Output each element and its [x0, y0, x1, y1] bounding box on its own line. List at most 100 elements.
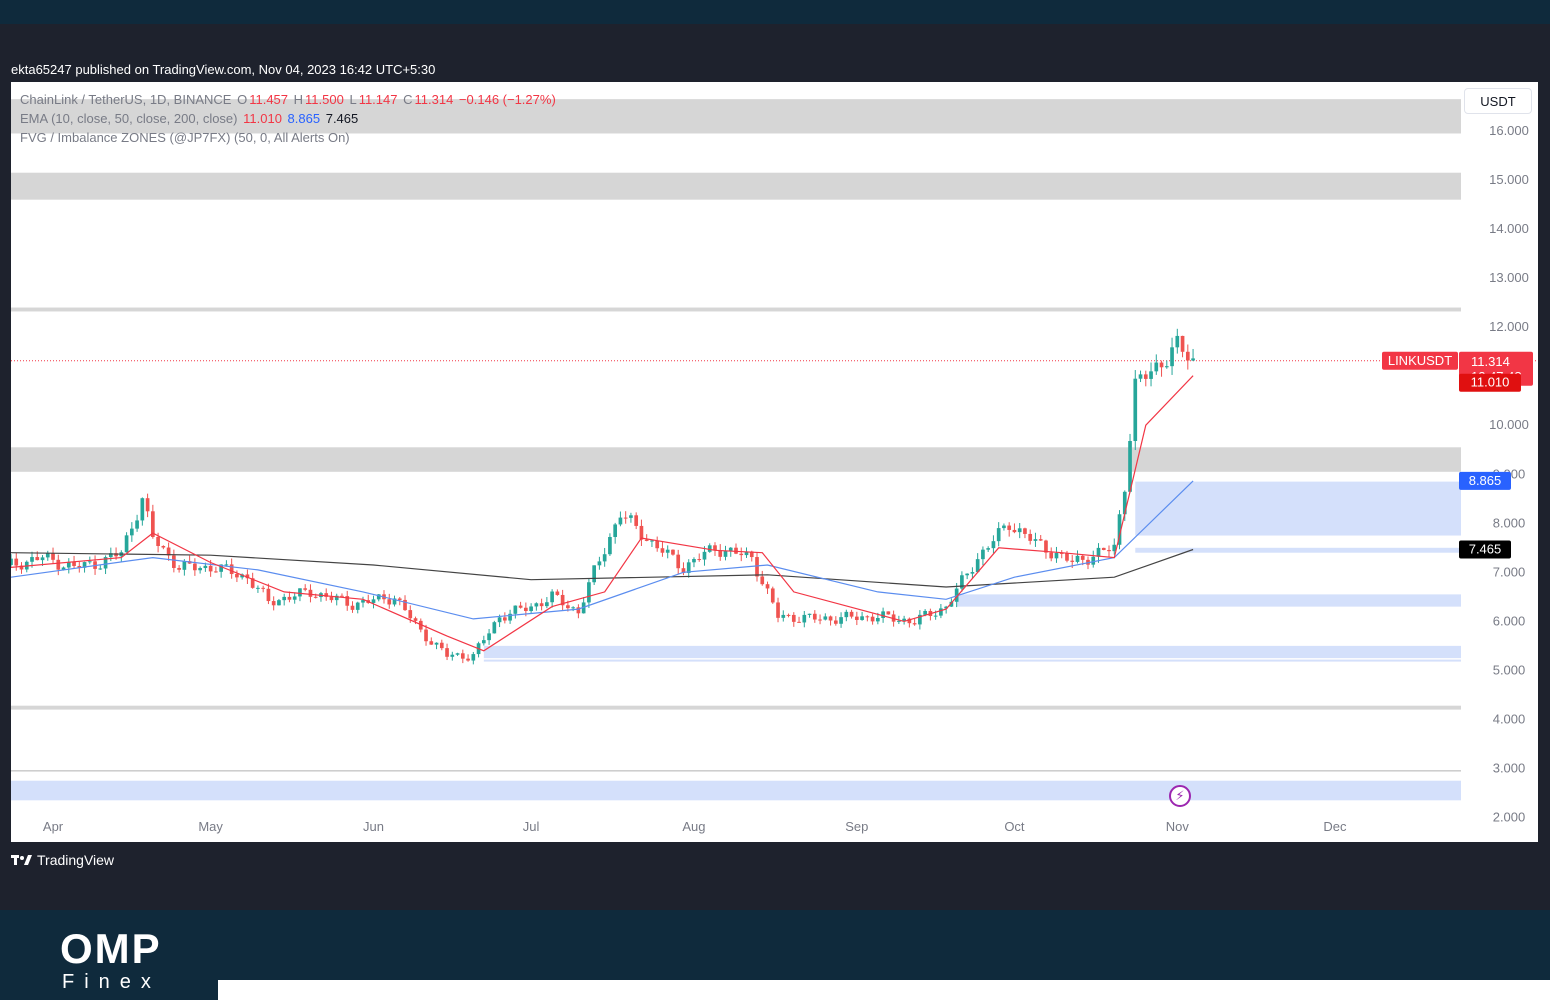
candle-body: [61, 567, 66, 570]
fvg-zone-gray: [11, 705, 1461, 710]
candle-body: [818, 619, 822, 621]
candle-body: [361, 600, 365, 603]
candle-body: [634, 515, 639, 526]
time-tick-label: Jun: [363, 819, 384, 834]
candle-body: [870, 616, 875, 622]
candle-body: [613, 524, 618, 538]
candle-body: [429, 641, 434, 645]
legend-o-value: 11.457: [249, 92, 289, 107]
candle-body: [497, 617, 502, 623]
candle-body: [14, 558, 19, 566]
price-tick-label: 8.000: [1493, 515, 1526, 530]
candle-body: [287, 596, 292, 600]
candle-body: [282, 596, 287, 601]
legend-c-value: 11.314: [414, 92, 454, 107]
currency-button[interactable]: USDT: [1464, 88, 1532, 114]
candle-body: [72, 561, 76, 566]
candle-body: [918, 614, 922, 625]
price-tick-label: 5.000: [1493, 662, 1526, 677]
candle-body: [975, 559, 980, 573]
candle-body: [303, 588, 308, 590]
ema10-badge-bg: [1459, 373, 1521, 392]
candle-body: [235, 574, 239, 578]
legend-l-value: 11.147: [358, 92, 398, 107]
candle-body: [550, 591, 554, 603]
candle-body: [728, 547, 733, 551]
legend-change: −0.146 (−1.27%): [458, 92, 556, 107]
candle-body: [791, 614, 796, 622]
candle-body: [277, 600, 281, 606]
ema10-badge: 11.010: [1471, 375, 1510, 390]
finex-logo-text: Finex: [62, 971, 161, 993]
ema200-badge: 7.465: [1469, 542, 1502, 557]
candle-body: [492, 622, 497, 634]
candle-body: [1180, 335, 1185, 352]
candle-body: [224, 564, 229, 566]
candle-body: [844, 611, 849, 618]
candle-body: [1028, 533, 1033, 541]
fvg-zone-blue: [483, 659, 1462, 662]
candle-body: [923, 610, 927, 615]
candle-body: [1149, 371, 1153, 379]
candle-body: [644, 539, 649, 541]
candle-body: [40, 557, 45, 561]
candle-body: [781, 614, 786, 618]
candle-body: [313, 596, 318, 598]
candle-body: [697, 559, 702, 561]
candle-body: [1049, 552, 1054, 559]
candle-body: [298, 588, 302, 597]
candle-body: [1112, 544, 1117, 552]
time-tick-label: Nov: [1166, 819, 1190, 834]
price-tick-label: 12.000: [1489, 319, 1529, 334]
candle-body: [786, 614, 791, 616]
candle-body: [408, 610, 413, 619]
candle-body: [124, 535, 129, 553]
candle-body: [466, 658, 470, 661]
candle-body: [114, 553, 118, 557]
candle-body: [87, 561, 92, 563]
fvg-zone-blue: [11, 780, 1461, 801]
price-tick-label: 2.000: [1493, 809, 1526, 824]
fvg-zone-blue: [483, 645, 1462, 659]
candle-body: [56, 559, 61, 570]
candle-body: [487, 633, 491, 641]
candle-body: [1070, 560, 1075, 562]
candle-body: [82, 562, 87, 568]
candle-body: [760, 576, 765, 585]
candle-body: [182, 561, 187, 570]
candle-body: [812, 613, 817, 620]
candle-body: [860, 616, 864, 620]
tradingview-label: TradingView: [37, 852, 115, 868]
candle-body: [177, 567, 181, 570]
candle-body: [308, 589, 313, 597]
legend-ema50: 8.865: [287, 111, 321, 126]
candle-body: [534, 603, 539, 607]
top-band: [0, 0, 1550, 24]
candle-body: [1038, 539, 1043, 541]
fvg-zone-gray: [11, 307, 1461, 312]
candle-body: [108, 553, 113, 558]
tradingview-logo-icon: [11, 855, 32, 865]
candle-body: [371, 599, 376, 603]
candle-body: [655, 540, 660, 549]
tradingview-brand[interactable]: TradingView: [11, 852, 114, 868]
candle-body: [229, 564, 234, 575]
candle-body: [833, 620, 838, 624]
candle-body: [19, 565, 24, 570]
candle-body: [1175, 335, 1180, 348]
candle-body: [933, 615, 938, 617]
ema200-line: [11, 548, 1194, 588]
candle-body: [455, 653, 460, 655]
candle-body: [571, 607, 575, 609]
candle-body: [214, 571, 218, 573]
ema200-badge-bg: [1459, 540, 1511, 559]
candle-body: [592, 565, 596, 583]
price-tick-label: 3.000: [1493, 760, 1526, 775]
price-chart[interactable]: 2.0003.0004.0005.0006.0007.0008.0009.000…: [11, 82, 1538, 842]
candle-body: [345, 596, 350, 606]
candle-body: [1164, 366, 1169, 368]
ema50-badge-bg: [1459, 471, 1511, 490]
candle-body: [329, 596, 334, 601]
candle-body: [897, 620, 901, 622]
lightning-icon[interactable]: ⚡: [1169, 785, 1191, 807]
